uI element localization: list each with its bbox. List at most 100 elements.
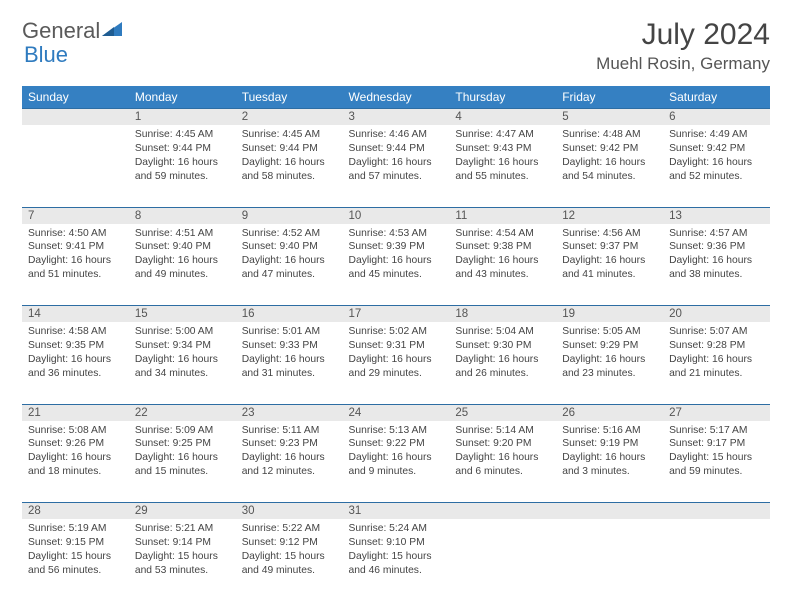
day-number-cell: 26 xyxy=(556,404,663,421)
weekday-header-row: Sunday Monday Tuesday Wednesday Thursday… xyxy=(22,86,770,109)
sunset-text: Sunset: 9:42 PM xyxy=(562,142,657,156)
day-content-cell: Sunrise: 5:05 AMSunset: 9:29 PMDaylight:… xyxy=(556,322,663,404)
day1-text: Daylight: 16 hours xyxy=(349,451,444,465)
day2-text: and 12 minutes. xyxy=(242,465,337,479)
day2-text: and 57 minutes. xyxy=(349,170,444,184)
day-content-cell: Sunrise: 5:07 AMSunset: 9:28 PMDaylight:… xyxy=(663,322,770,404)
day1-text: Daylight: 15 hours xyxy=(669,451,764,465)
day-content-cell: Sunrise: 5:09 AMSunset: 9:25 PMDaylight:… xyxy=(129,421,236,503)
day-number-cell: 20 xyxy=(663,306,770,323)
day-content-cell: Sunrise: 4:53 AMSunset: 9:39 PMDaylight:… xyxy=(343,224,450,306)
sunrise-text: Sunrise: 5:24 AM xyxy=(349,522,444,536)
day1-text: Daylight: 16 hours xyxy=(349,353,444,367)
day1-text: Daylight: 16 hours xyxy=(242,451,337,465)
day1-text: Daylight: 16 hours xyxy=(135,254,230,268)
day2-text: and 43 minutes. xyxy=(455,268,550,282)
day-number-cell: 5 xyxy=(556,109,663,126)
sunset-text: Sunset: 9:43 PM xyxy=(455,142,550,156)
sunset-text: Sunset: 9:40 PM xyxy=(135,240,230,254)
brand-line2: Blue xyxy=(24,42,68,68)
day2-text: and 3 minutes. xyxy=(562,465,657,479)
day2-text: and 55 minutes. xyxy=(455,170,550,184)
sunrise-text: Sunrise: 5:13 AM xyxy=(349,424,444,438)
sunrise-text: Sunrise: 5:01 AM xyxy=(242,325,337,339)
day-number-row: 21222324252627 xyxy=(22,404,770,421)
sunrise-text: Sunrise: 4:52 AM xyxy=(242,227,337,241)
sunrise-text: Sunrise: 5:14 AM xyxy=(455,424,550,438)
sunrise-text: Sunrise: 4:48 AM xyxy=(562,128,657,142)
day-content-row: Sunrise: 5:19 AMSunset: 9:15 PMDaylight:… xyxy=(22,519,770,601)
day2-text: and 26 minutes. xyxy=(455,367,550,381)
day2-text: and 41 minutes. xyxy=(562,268,657,282)
sunrise-text: Sunrise: 5:02 AM xyxy=(349,325,444,339)
day-content-cell: Sunrise: 4:49 AMSunset: 9:42 PMDaylight:… xyxy=(663,125,770,207)
day2-text: and 53 minutes. xyxy=(135,564,230,578)
sunset-text: Sunset: 9:38 PM xyxy=(455,240,550,254)
day1-text: Daylight: 16 hours xyxy=(669,353,764,367)
day1-text: Daylight: 16 hours xyxy=(28,353,123,367)
sunset-text: Sunset: 9:19 PM xyxy=(562,437,657,451)
sunrise-text: Sunrise: 4:50 AM xyxy=(28,227,123,241)
sunrise-text: Sunrise: 5:17 AM xyxy=(669,424,764,438)
sunrise-text: Sunrise: 5:16 AM xyxy=(562,424,657,438)
day-content-row: Sunrise: 5:08 AMSunset: 9:26 PMDaylight:… xyxy=(22,421,770,503)
day-content-cell: Sunrise: 4:45 AMSunset: 9:44 PMDaylight:… xyxy=(236,125,343,207)
day-content-cell: Sunrise: 4:58 AMSunset: 9:35 PMDaylight:… xyxy=(22,322,129,404)
day1-text: Daylight: 16 hours xyxy=(349,156,444,170)
day1-text: Daylight: 16 hours xyxy=(28,254,123,268)
day-content-cell: Sunrise: 5:13 AMSunset: 9:22 PMDaylight:… xyxy=(343,421,450,503)
day-number-cell: 8 xyxy=(129,207,236,224)
day2-text: and 15 minutes. xyxy=(135,465,230,479)
sunset-text: Sunset: 9:44 PM xyxy=(349,142,444,156)
sunset-text: Sunset: 9:20 PM xyxy=(455,437,550,451)
day-number-cell: 9 xyxy=(236,207,343,224)
sunset-text: Sunset: 9:34 PM xyxy=(135,339,230,353)
day1-text: Daylight: 16 hours xyxy=(562,254,657,268)
day-content-cell: Sunrise: 4:56 AMSunset: 9:37 PMDaylight:… xyxy=(556,224,663,306)
day2-text: and 34 minutes. xyxy=(135,367,230,381)
day-number-cell xyxy=(556,503,663,520)
day-content-cell: Sunrise: 4:54 AMSunset: 9:38 PMDaylight:… xyxy=(449,224,556,306)
sunset-text: Sunset: 9:26 PM xyxy=(28,437,123,451)
day-content-cell: Sunrise: 5:11 AMSunset: 9:23 PMDaylight:… xyxy=(236,421,343,503)
day1-text: Daylight: 16 hours xyxy=(242,353,337,367)
sunset-text: Sunset: 9:12 PM xyxy=(242,536,337,550)
day-content-cell xyxy=(22,125,129,207)
weekday-header: Thursday xyxy=(449,86,556,109)
day2-text: and 18 minutes. xyxy=(28,465,123,479)
day-content-cell: Sunrise: 4:52 AMSunset: 9:40 PMDaylight:… xyxy=(236,224,343,306)
day1-text: Daylight: 16 hours xyxy=(669,254,764,268)
day-content-cell: Sunrise: 4:50 AMSunset: 9:41 PMDaylight:… xyxy=(22,224,129,306)
day-number-cell: 16 xyxy=(236,306,343,323)
sunset-text: Sunset: 9:44 PM xyxy=(242,142,337,156)
day2-text: and 21 minutes. xyxy=(669,367,764,381)
day-content-cell: Sunrise: 5:24 AMSunset: 9:10 PMDaylight:… xyxy=(343,519,450,601)
day1-text: Daylight: 16 hours xyxy=(562,156,657,170)
day2-text: and 49 minutes. xyxy=(135,268,230,282)
day1-text: Daylight: 16 hours xyxy=(28,451,123,465)
sunset-text: Sunset: 9:15 PM xyxy=(28,536,123,550)
day-number-cell: 17 xyxy=(343,306,450,323)
weekday-header: Tuesday xyxy=(236,86,343,109)
sunrise-text: Sunrise: 4:49 AM xyxy=(669,128,764,142)
day-number-cell: 24 xyxy=(343,404,450,421)
day-content-cell: Sunrise: 4:51 AMSunset: 9:40 PMDaylight:… xyxy=(129,224,236,306)
day-number-cell: 25 xyxy=(449,404,556,421)
day-number-row: 78910111213 xyxy=(22,207,770,224)
day2-text: and 31 minutes. xyxy=(242,367,337,381)
day-content-cell: Sunrise: 5:02 AMSunset: 9:31 PMDaylight:… xyxy=(343,322,450,404)
day-content-cell: Sunrise: 4:46 AMSunset: 9:44 PMDaylight:… xyxy=(343,125,450,207)
sunset-text: Sunset: 9:28 PM xyxy=(669,339,764,353)
month-title: July 2024 xyxy=(596,18,770,52)
sunset-text: Sunset: 9:40 PM xyxy=(242,240,337,254)
day1-text: Daylight: 16 hours xyxy=(562,353,657,367)
day-number-cell: 23 xyxy=(236,404,343,421)
day1-text: Daylight: 16 hours xyxy=(135,156,230,170)
day2-text: and 56 minutes. xyxy=(28,564,123,578)
sunrise-text: Sunrise: 5:04 AM xyxy=(455,325,550,339)
day-number-cell: 30 xyxy=(236,503,343,520)
sunset-text: Sunset: 9:39 PM xyxy=(349,240,444,254)
day-content-cell: Sunrise: 5:00 AMSunset: 9:34 PMDaylight:… xyxy=(129,322,236,404)
sunrise-text: Sunrise: 5:11 AM xyxy=(242,424,337,438)
day1-text: Daylight: 16 hours xyxy=(242,156,337,170)
